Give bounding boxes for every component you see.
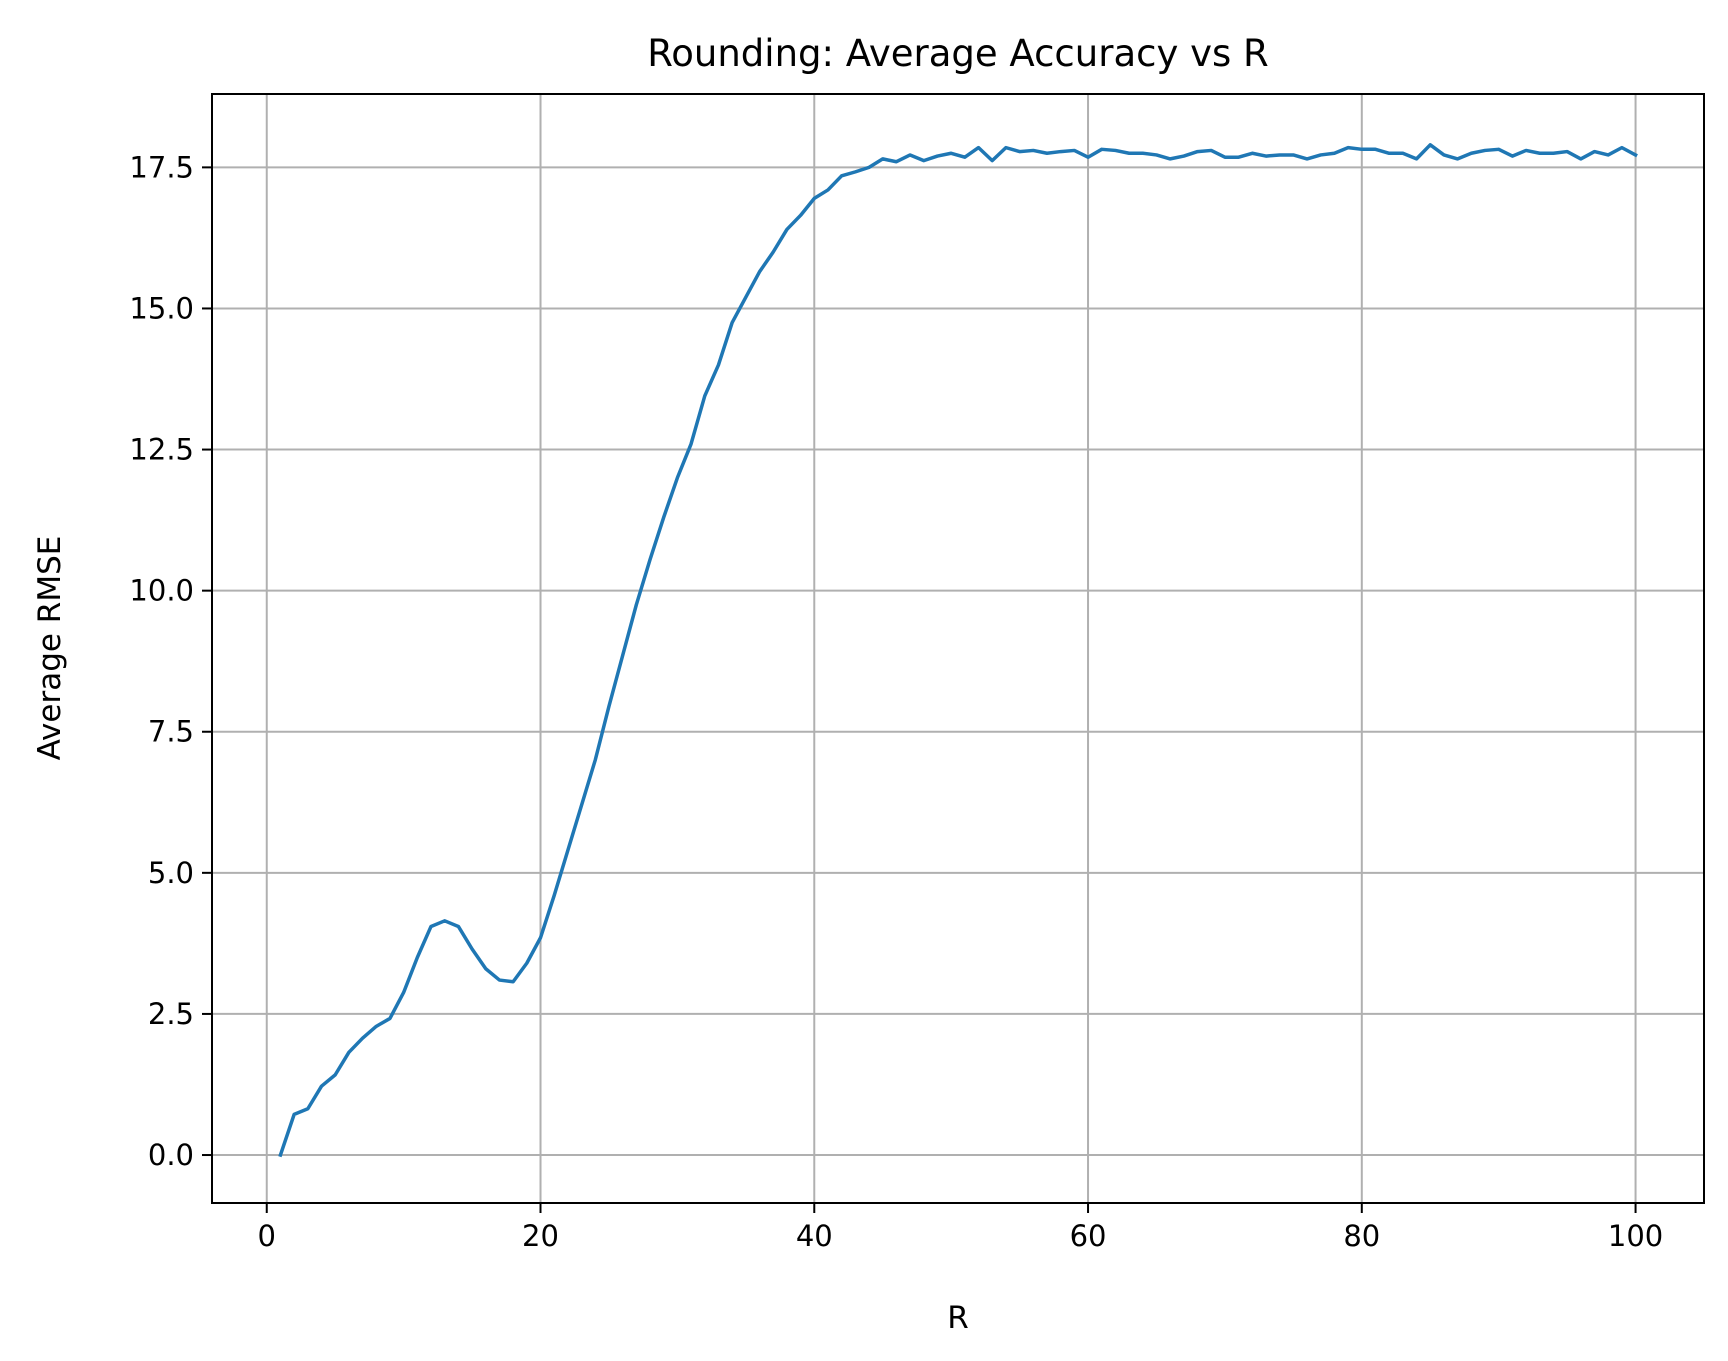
- y-tick-label: 17.5: [129, 150, 194, 184]
- x-axis-label: R: [947, 1300, 969, 1336]
- y-tick-label: 7.5: [148, 715, 194, 749]
- x-tick-labels: 0 20 40 60 80 100: [258, 1219, 1664, 1253]
- axes-frame: [211, 93, 1705, 1204]
- x-tick-label: 80: [1343, 1219, 1380, 1253]
- y-tick-label: 0.0: [148, 1138, 194, 1172]
- y-tick-label: 10.0: [129, 574, 194, 608]
- x-tick-label: 100: [1608, 1219, 1663, 1253]
- y-tick-label: 5.0: [148, 856, 194, 890]
- y-tick-label: 12.5: [129, 433, 194, 467]
- series-line: [278, 143, 1638, 1158]
- x-tick-label: 60: [1070, 1219, 1107, 1253]
- grid-lines: [212, 94, 1704, 1203]
- y-tick-label: 15.0: [129, 291, 194, 325]
- y-axis-label: Average RMSE: [32, 536, 68, 761]
- y-tick-labels: 0.0 2.5 5.0 7.5 10.0 12.5 15.0 17.5: [129, 150, 194, 1172]
- x-tick-label: 0: [258, 1219, 276, 1253]
- x-tick-label: 20: [522, 1219, 559, 1253]
- x-tick-label: 40: [796, 1219, 833, 1253]
- y-tick-label: 2.5: [148, 997, 194, 1031]
- chart-title: Rounding: Average Accuracy vs R: [647, 32, 1269, 75]
- tick-marks: [202, 166, 1637, 1213]
